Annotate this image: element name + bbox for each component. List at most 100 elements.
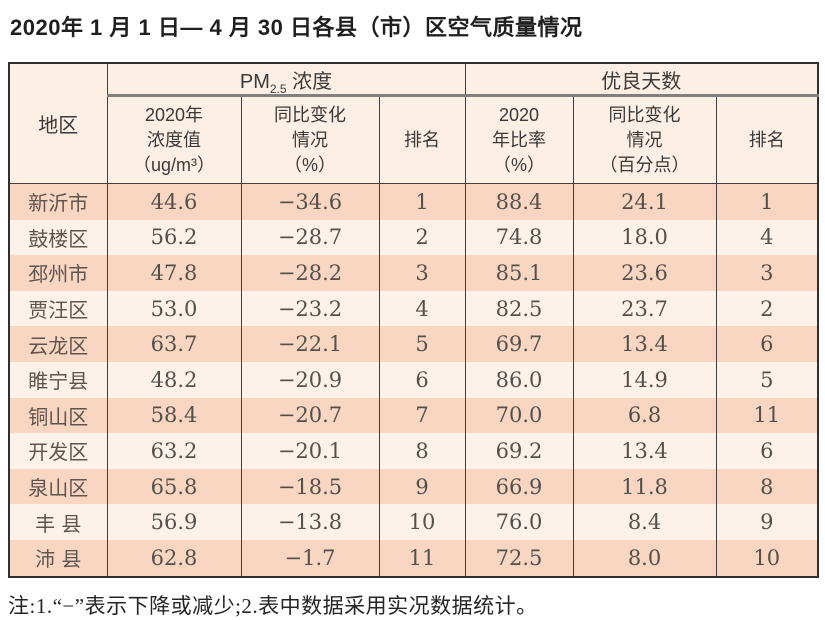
cell-pm-value: 63.2 bbox=[106, 433, 242, 469]
cell-ratio-change: 14.9 bbox=[572, 361, 717, 398]
cell-ratio-rank: 5 bbox=[715, 361, 819, 398]
cell-ratio: 69.2 bbox=[464, 433, 574, 469]
cell-region: 丰 县 bbox=[8, 504, 108, 540]
cell-pm-value: 62.8 bbox=[106, 539, 242, 577]
cell-ratio: 74.8 bbox=[464, 219, 574, 256]
cell-ratio: 76.0 bbox=[464, 504, 574, 540]
cell-pm-rank: 11 bbox=[378, 539, 466, 577]
cell-pm-rank: 2 bbox=[378, 219, 466, 256]
cell-ratio: 88.4 bbox=[464, 183, 574, 220]
pm25-label-prefix: PM bbox=[239, 70, 270, 93]
cell-ratio-rank: 11 bbox=[715, 397, 819, 434]
cell-pm-change: −20.9 bbox=[240, 361, 380, 398]
cell-pm-value: 47.8 bbox=[106, 255, 242, 291]
cell-pm-rank: 7 bbox=[378, 397, 466, 434]
col-header-region: 地区 bbox=[8, 63, 108, 184]
cell-ratio: 85.1 bbox=[464, 255, 574, 291]
col-group-pm25: PM2.5 浓度 bbox=[106, 63, 466, 97]
cell-pm-rank: 8 bbox=[378, 433, 466, 469]
cell-pm-rank: 6 bbox=[378, 361, 466, 398]
cell-pm-change: −23.2 bbox=[240, 290, 380, 327]
cell-ratio-rank: 10 bbox=[715, 539, 819, 577]
cell-pm-value: 56.9 bbox=[106, 504, 242, 540]
cell-pm-change: −34.6 bbox=[240, 183, 380, 220]
col-header-pm-change: 同比变化 情况 （%） bbox=[240, 95, 380, 184]
cell-pm-value: 44.6 bbox=[106, 183, 242, 220]
cell-region: 泉山区 bbox=[8, 468, 108, 505]
cell-ratio-change: 18.0 bbox=[572, 219, 717, 256]
cell-pm-change: −13.8 bbox=[240, 504, 380, 540]
table-row: 铜山区 58.4 −20.7 7 70.0 6.8 11 bbox=[8, 397, 819, 434]
cell-pm-value: 56.2 bbox=[106, 219, 242, 256]
cell-ratio-rank: 9 bbox=[715, 504, 819, 540]
cell-region: 新沂市 bbox=[8, 183, 108, 220]
cell-pm-rank: 1 bbox=[378, 183, 466, 220]
table-row: 邳州市 47.8 −28.2 3 85.1 23.6 3 bbox=[8, 255, 819, 291]
cell-ratio-rank: 8 bbox=[715, 468, 819, 505]
cell-ratio-rank: 4 bbox=[715, 219, 819, 256]
table-row: 开发区 63.2 −20.1 8 69.2 13.4 6 bbox=[8, 433, 819, 469]
table-row: 睢宁县 48.2 −20.9 6 86.0 14.9 5 bbox=[8, 361, 819, 398]
cell-ratio-rank: 2 bbox=[715, 290, 819, 327]
cell-region: 沛 县 bbox=[8, 539, 108, 577]
cell-region: 开发区 bbox=[8, 433, 108, 469]
cell-ratio: 69.7 bbox=[464, 326, 574, 362]
cell-region: 铜山区 bbox=[8, 397, 108, 434]
cell-pm-value: 63.7 bbox=[106, 326, 242, 362]
table-row: 云龙区 63.7 −22.1 5 69.7 13.4 6 bbox=[8, 326, 819, 362]
cell-pm-value: 65.8 bbox=[106, 468, 242, 505]
cell-pm-change: −1.7 bbox=[240, 539, 380, 577]
cell-ratio-change: 8.0 bbox=[572, 539, 717, 577]
cell-ratio-change: 8.4 bbox=[572, 504, 717, 540]
cell-pm-change: −22.1 bbox=[240, 326, 380, 362]
air-quality-table: 地区 PM2.5 浓度 优良天数 2020年 浓度值 （ug/m³） 同比变化 … bbox=[8, 62, 820, 578]
table-body: 新沂市 44.6 −34.6 1 88.4 24.1 1 鼓楼区 56.2 −28.7 2 74.8 1… bbox=[8, 183, 819, 577]
cell-region: 云龙区 bbox=[8, 326, 108, 362]
cell-ratio-rank: 3 bbox=[715, 255, 819, 291]
cell-ratio: 70.0 bbox=[464, 397, 574, 434]
cell-pm-value: 53.0 bbox=[106, 290, 242, 327]
footnote: 注:1.“−”表示下降或减少;2.表中数据采用实况数据统计。 bbox=[8, 594, 538, 618]
cell-ratio-change: 13.4 bbox=[572, 326, 717, 362]
pm25-subscript: 2.5 bbox=[269, 81, 287, 96]
col-header-pm-rank: 排名 bbox=[378, 95, 466, 184]
col-header-ratio-rank: 排名 bbox=[715, 95, 819, 184]
table-row: 新沂市 44.6 −34.6 1 88.4 24.1 1 bbox=[8, 183, 819, 220]
cell-ratio-rank: 1 bbox=[715, 183, 819, 220]
cell-ratio-change: 23.6 bbox=[572, 255, 717, 291]
cell-ratio-change: 6.8 bbox=[572, 397, 717, 434]
page-title: 2020年 1 月 1 日— 4 月 30 日各县（市）区空气质量情况 bbox=[10, 15, 583, 40]
cell-region: 邳州市 bbox=[8, 255, 108, 291]
cell-pm-value: 48.2 bbox=[106, 361, 242, 398]
table-row: 沛 县 62.8 −1.7 11 72.5 8.0 10 bbox=[8, 539, 819, 577]
cell-pm-change: −28.2 bbox=[240, 255, 380, 291]
cell-ratio-change: 24.1 bbox=[572, 183, 717, 220]
cell-pm-rank: 10 bbox=[378, 504, 466, 540]
table-row: 贾汪区 53.0 −23.2 4 82.5 23.7 2 bbox=[8, 290, 819, 327]
cell-ratio-rank: 6 bbox=[715, 433, 819, 469]
cell-ratio-rank: 6 bbox=[715, 326, 819, 362]
col-header-pm-value: 2020年 浓度值 （ug/m³） bbox=[106, 95, 242, 184]
cell-region: 睢宁县 bbox=[8, 361, 108, 398]
cell-pm-rank: 4 bbox=[378, 290, 466, 327]
cell-pm-change: −20.1 bbox=[240, 433, 380, 469]
cell-pm-rank: 9 bbox=[378, 468, 466, 505]
cell-ratio: 72.5 bbox=[464, 539, 574, 577]
table-header: 地区 PM2.5 浓度 优良天数 2020年 浓度值 （ug/m³） 同比变化 … bbox=[8, 63, 819, 184]
cell-pm-rank: 3 bbox=[378, 255, 466, 291]
cell-pm-rank: 5 bbox=[378, 326, 466, 362]
table-row: 泉山区 65.8 −18.5 9 66.9 11.8 8 bbox=[8, 468, 819, 505]
cell-pm-change: −20.7 bbox=[240, 397, 380, 434]
col-header-ratio-change: 同比变化 情况 （百分点） bbox=[572, 95, 717, 184]
cell-pm-value: 58.4 bbox=[106, 397, 242, 434]
cell-ratio-change: 13.4 bbox=[572, 433, 717, 469]
table-row: 丰 县 56.9 −13.8 10 76.0 8.4 9 bbox=[8, 504, 819, 540]
col-header-ratio: 2020 年比率 （%） bbox=[464, 95, 574, 184]
cell-ratio: 82.5 bbox=[464, 290, 574, 327]
pm25-label-suffix: 浓度 bbox=[286, 70, 333, 93]
cell-ratio: 66.9 bbox=[464, 468, 574, 505]
cell-ratio-change: 11.8 bbox=[572, 468, 717, 505]
cell-ratio-change: 23.7 bbox=[572, 290, 717, 327]
cell-region: 鼓楼区 bbox=[8, 219, 108, 256]
cell-ratio: 86.0 bbox=[464, 361, 574, 398]
